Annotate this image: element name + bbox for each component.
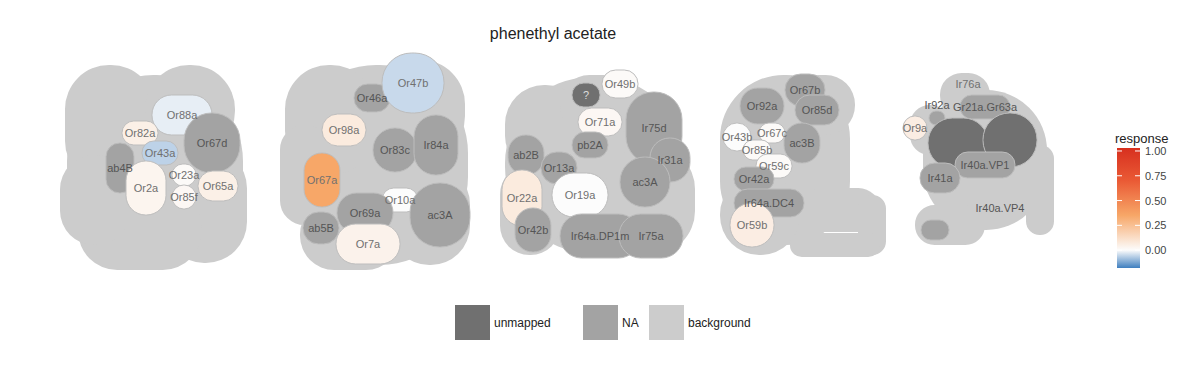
svg-text:Or46a: Or46a: [357, 92, 388, 104]
svg-text:Or92a: Or92a: [747, 100, 778, 112]
svg-text:ab5B: ab5B: [308, 222, 334, 234]
svg-text:Or67c: Or67c: [757, 127, 787, 139]
svg-text:Or59b: Or59b: [737, 219, 768, 231]
svg-text:background: background: [688, 316, 751, 330]
svg-text:Or42a: Or42a: [739, 173, 770, 185]
svg-text:Or42b: Or42b: [518, 224, 549, 236]
svg-text:Or82a: Or82a: [125, 127, 156, 139]
svg-text:Ir64a.DC4: Ir64a.DC4: [744, 197, 794, 209]
svg-text:Or43b: Or43b: [722, 131, 753, 143]
svg-text:NA: NA: [622, 316, 639, 330]
svg-text:Or85f: Or85f: [170, 191, 198, 203]
svg-text:Or7a: Or7a: [356, 238, 381, 250]
svg-text:Ir84a: Ir84a: [423, 139, 449, 151]
svg-text:Ir40a.VP1: Ir40a.VP1: [961, 159, 1010, 171]
svg-text:?: ?: [583, 89, 589, 101]
svg-text:Or69a: Or69a: [350, 207, 381, 219]
svg-text:Or85d: Or85d: [802, 104, 833, 116]
svg-text:Or47b: Or47b: [398, 77, 429, 89]
svg-text:Or88a: Or88a: [167, 109, 198, 121]
svg-text:Or67d: Or67d: [197, 137, 228, 149]
svg-text:Or85b: Or85b: [742, 144, 773, 156]
svg-text:Or22a: Or22a: [507, 192, 538, 204]
svg-text:Ir75d: Ir75d: [641, 122, 666, 134]
svg-text:ab4B: ab4B: [107, 162, 133, 174]
svg-text:Or59c: Or59c: [759, 160, 789, 172]
svg-text:Or65a: Or65a: [203, 180, 234, 192]
svg-text:1.00: 1.00: [1145, 145, 1166, 157]
svg-text:Or71a: Or71a: [585, 116, 616, 128]
svg-text:Or49b: Or49b: [605, 78, 636, 90]
svg-text:Gr21a.Gr63a: Gr21a.Gr63a: [953, 101, 1018, 113]
svg-text:unmapped: unmapped: [494, 316, 551, 330]
svg-text:Or98a: Or98a: [329, 124, 360, 136]
svg-text:0.00: 0.00: [1145, 244, 1166, 256]
svg-text:Or13a: Or13a: [544, 162, 575, 174]
svg-text:Or43a: Or43a: [145, 147, 176, 159]
svg-text:0.75: 0.75: [1145, 170, 1166, 182]
svg-text:pb2A: pb2A: [577, 139, 603, 151]
svg-text:Or23a: Or23a: [169, 169, 200, 181]
svg-text:Ir75a: Ir75a: [638, 230, 664, 242]
svg-text:Or67b: Or67b: [790, 84, 821, 96]
svg-text:Ir92a: Ir92a: [924, 99, 950, 111]
svg-text:Ir76a: Ir76a: [955, 78, 981, 90]
svg-text:ac3B: ac3B: [789, 137, 814, 149]
svg-text:ac3A: ac3A: [427, 209, 453, 221]
svg-text:Or9a: Or9a: [903, 122, 928, 134]
svg-text:ac3A: ac3A: [632, 176, 658, 188]
svg-text:Or67a: Or67a: [307, 174, 338, 186]
svg-text:Ir64a.DP1m: Ir64a.DP1m: [571, 230, 630, 242]
svg-text:Or10a: Or10a: [385, 194, 416, 206]
svg-text:Ir40a.VP4: Ir40a.VP4: [976, 202, 1025, 214]
svg-text:ab2B: ab2B: [513, 149, 539, 161]
svg-text:Ir41a: Ir41a: [927, 172, 953, 184]
svg-text:phenethyl acetate: phenethyl acetate: [490, 25, 616, 42]
svg-text:Ir31a: Ir31a: [657, 154, 683, 166]
svg-text:0.25: 0.25: [1145, 219, 1166, 231]
svg-text:Or19a: Or19a: [565, 189, 596, 201]
svg-text:Or2a: Or2a: [134, 182, 159, 194]
svg-text:Or83c: Or83c: [380, 144, 410, 156]
svg-text:response: response: [1115, 131, 1168, 146]
svg-text:0.50: 0.50: [1145, 195, 1166, 207]
